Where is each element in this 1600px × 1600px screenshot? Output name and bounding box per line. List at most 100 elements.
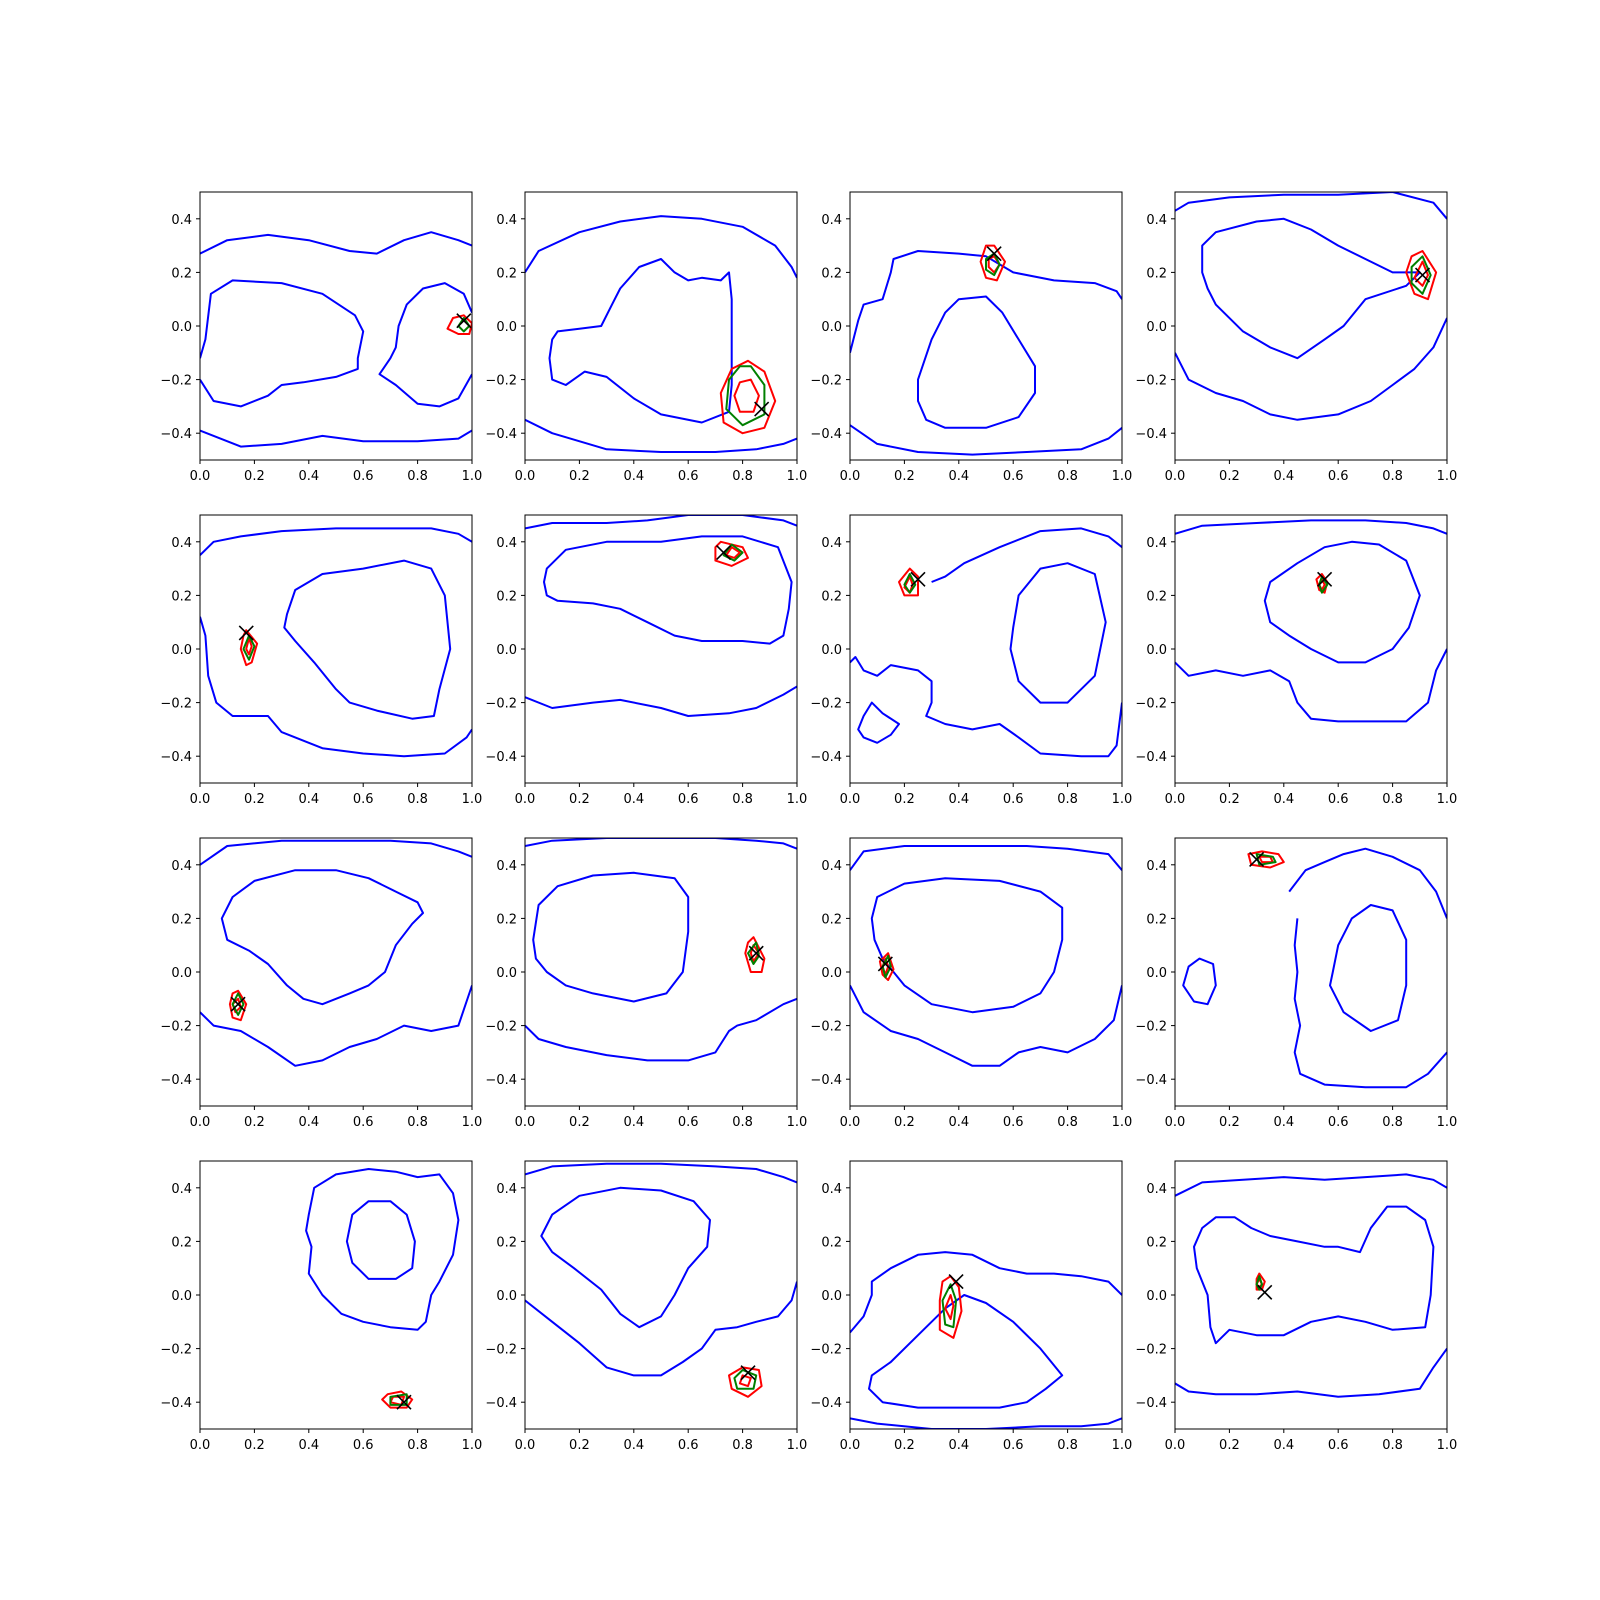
plot-area [850, 845, 1122, 1067]
x-tick-label: 0.6 [1328, 1438, 1349, 1453]
y-tick-label: −0.4 [810, 427, 842, 442]
contour-line [850, 250, 1122, 354]
contour-line [245, 637, 253, 656]
y-tick-label: −0.2 [160, 1343, 192, 1358]
contour-line [714, 540, 749, 567]
x-tick-label: 1.0 [787, 1438, 808, 1453]
x-tick-label: 0.6 [1328, 1115, 1349, 1130]
x-tick-label: 0.8 [732, 469, 753, 484]
x-tick-label: 0.2 [894, 1438, 915, 1453]
contour-line [1405, 250, 1438, 301]
contour-line [381, 1390, 414, 1409]
y-tick-label: −0.2 [1135, 1020, 1167, 1035]
y-tick-label: −0.2 [810, 1020, 842, 1035]
contour-line [228, 989, 248, 1022]
x-tick-label: 0.0 [840, 792, 861, 807]
x-tick-label: 0.0 [515, 792, 536, 807]
x-tick-label: 0.0 [515, 1115, 536, 1130]
contour-line [868, 1294, 1064, 1409]
contour-line [1175, 317, 1447, 421]
y-tick-label: 0.4 [171, 1182, 192, 1197]
x-marker [230, 996, 246, 1012]
contour-line [722, 543, 744, 562]
subplot-5: 0.0 0.2 0.4 0.6 0.8 1.0 −0.4 −0.2 0.0 0.2 0.4 [160, 514, 483, 807]
subplot-4: 0.0 0.2 0.4 0.6 0.8 1.0 −0.4 −0.2 0.0 0.2 0.4 [1135, 191, 1457, 484]
y-tick-label: −0.4 [810, 1073, 842, 1088]
x-tick-label: 0.8 [1057, 792, 1078, 807]
y-tick-label: 0.4 [171, 536, 192, 551]
y-tick-label: −0.4 [810, 750, 842, 765]
y-tick-label: 0.0 [171, 643, 192, 658]
x-tick-label: 0.4 [948, 1438, 969, 1453]
x-tick-label: 0.0 [1165, 792, 1186, 807]
y-tick-label: −0.2 [485, 1020, 517, 1035]
x-tick-label: 0.4 [298, 1438, 319, 1453]
x-tick-label: 1.0 [462, 1115, 483, 1130]
contour-line [1175, 192, 1447, 220]
x-tick-label: 0.4 [1273, 1438, 1294, 1453]
x-tick-label: 1.0 [787, 1115, 808, 1130]
plot-area [525, 515, 797, 717]
contour-line [200, 429, 472, 448]
contour-line [345, 1200, 416, 1280]
x-marker [754, 401, 770, 417]
contour-line [1258, 855, 1274, 864]
x-tick-label: 0.6 [353, 1438, 374, 1453]
plot-area [850, 1251, 1122, 1429]
y-tick-label: −0.2 [485, 1343, 517, 1358]
x-marker [715, 544, 732, 561]
contour-line [903, 573, 917, 594]
y-tick-label: −0.2 [485, 697, 517, 712]
x-tick-label: 0.8 [1382, 1438, 1403, 1453]
y-tick-label: −0.2 [810, 374, 842, 389]
x-tick-label: 0.2 [894, 469, 915, 484]
x-tick-label: 0.8 [732, 1115, 753, 1130]
y-tick-label: 0.0 [1146, 1289, 1167, 1304]
y-tick-label: 0.2 [496, 266, 517, 281]
x-tick-label: 1.0 [1112, 1115, 1133, 1130]
contour-line [931, 527, 1122, 583]
contour-line [540, 1186, 711, 1329]
x-marker [877, 956, 893, 972]
x-tick-label: 0.0 [190, 792, 211, 807]
y-tick-label: 0.2 [1146, 266, 1167, 281]
contour-line [1182, 957, 1217, 1006]
x-tick-label: 0.4 [298, 1115, 319, 1130]
x-tick-label: 1.0 [462, 792, 483, 807]
contour-line [1175, 1173, 1447, 1197]
contour-line [850, 1251, 1122, 1334]
x-tick-label: 0.8 [1057, 1115, 1078, 1130]
x-tick-label: 1.0 [1112, 792, 1133, 807]
x-tick-label: 0.6 [1003, 1438, 1024, 1453]
y-tick-label: 0.0 [496, 643, 517, 658]
contour-line [525, 1281, 797, 1377]
y-tick-label: 0.2 [496, 912, 517, 927]
x-tick-label: 1.0 [1437, 1115, 1458, 1130]
contour-line [1175, 648, 1447, 723]
contour-line [850, 424, 1122, 456]
x-tick-label: 1.0 [1112, 1438, 1133, 1453]
subplot-10: 0.0 0.2 0.4 0.6 0.8 1.0 −0.4 −0.2 0.0 0.2 0.4 [485, 837, 808, 1130]
contour-line [938, 1275, 963, 1339]
y-tick-label: 0.2 [1146, 912, 1167, 927]
y-tick-label: 0.0 [821, 643, 842, 658]
y-tick-label: 0.4 [496, 536, 517, 551]
y-tick-label: −0.2 [160, 697, 192, 712]
contour-line [200, 279, 365, 408]
x-tick-label: 0.2 [1219, 1438, 1240, 1453]
contour-line [1009, 562, 1107, 704]
y-tick-label: −0.4 [485, 1073, 517, 1088]
subplot-9: 0.0 0.2 0.4 0.6 0.8 1.0 −0.4 −0.2 0.0 0.2 0.4 [160, 837, 483, 1130]
contour-line [733, 378, 760, 413]
y-tick-label: −0.2 [160, 1020, 192, 1035]
contour-line [733, 1369, 758, 1390]
y-tick-label: 0.4 [1146, 1182, 1167, 1197]
contour-line [525, 1162, 797, 1184]
plot-area [305, 1168, 460, 1410]
plot-area [1175, 519, 1447, 723]
subplot-3: 0.0 0.2 0.4 0.6 0.8 1.0 −0.4 −0.2 0.0 0.2 0.4 [810, 191, 1132, 484]
x-tick-label: 0.2 [569, 792, 590, 807]
x-tick-label: 0.8 [407, 469, 428, 484]
y-tick-label: 0.0 [171, 1289, 192, 1304]
axes-frame [849, 191, 1123, 461]
